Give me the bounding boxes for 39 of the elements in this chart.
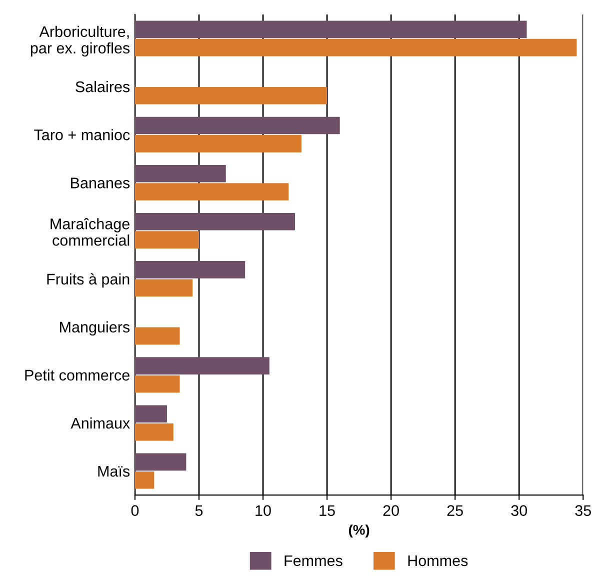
bar [134,135,302,152]
legend-label: Femmes [284,555,342,566]
bar [134,213,296,230]
x-tick-label: 30 [511,505,527,516]
x-axis-title: (%) [348,524,370,538]
x-tick-label: 15 [320,505,335,516]
y-tick-label: Arboriculture, par ex. girofles [30,26,130,57]
bar [134,261,246,278]
bar [134,423,174,441]
x-tick-label: 20 [383,505,399,516]
y-tick-label: Bananes [71,178,130,188]
x-tick-label: 0 [131,505,139,516]
bar [134,405,167,423]
x-tick-label: 35 [575,505,591,516]
bar [134,20,527,38]
x-tick-label: 10 [256,505,271,516]
x-tick-label: 25 [447,505,463,516]
bar [134,357,270,374]
bar [134,279,193,297]
y-tick-label: Fruits à pain [47,273,130,288]
y-tick-label: Petit commerce [25,369,130,381]
bar [134,183,289,200]
y-tick-label: Taro + manioc [34,129,130,140]
y-tick-label: Maraîchage commercial [50,218,130,246]
legend-label: Hommes [408,555,468,566]
y-tick-label: Animaux [70,417,130,429]
bar [134,38,577,56]
bar [134,327,180,345]
y-tick-label: Maïs [98,466,130,477]
bar [134,116,340,134]
bar [134,471,154,489]
bar [134,86,328,104]
y-tick-label: Manguiers [60,321,130,336]
bar [134,453,186,471]
x-tick-label: 5 [195,505,203,516]
bar [134,164,226,182]
bar [134,375,180,393]
bar [134,231,199,248]
y-tick-label: Salaires [76,81,130,92]
